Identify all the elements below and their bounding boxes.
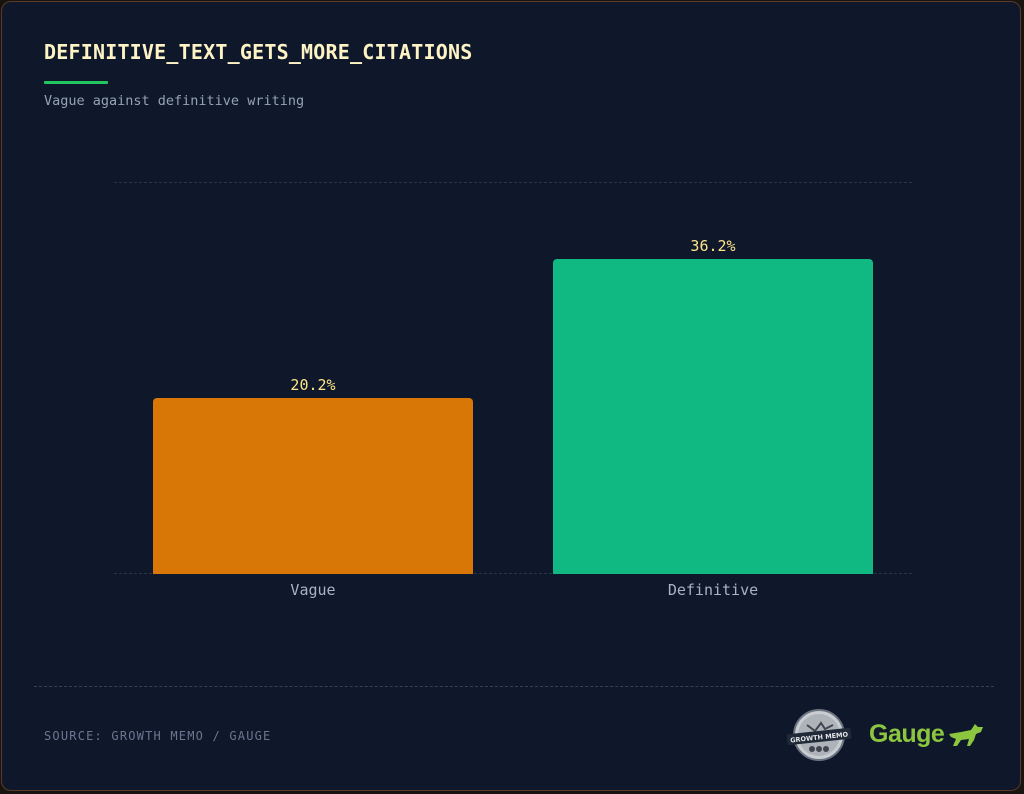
gauge-logo: Gauge <box>869 720 945 748</box>
chart-title: DEFINITIVE_TEXT_GETS_MORE_CITATIONS <box>44 40 473 64</box>
gauge-dog-icon <box>949 724 983 746</box>
bar-definitive <box>553 259 873 574</box>
bar-value-label: 36.2% <box>690 237 736 255</box>
source-note: SOURCE: GROWTH MEMO / GAUGE <box>44 729 272 743</box>
footer-divider <box>34 686 994 687</box>
gridline-top <box>114 182 912 183</box>
bar-vague <box>153 398 473 574</box>
category-label: Definitive <box>667 581 759 599</box>
gridline-baseline <box>114 573 912 574</box>
growth-memo-logo-icon: GROWTH MEMO <box>786 709 852 761</box>
bar-value-label: 20.2% <box>290 376 336 394</box>
category-label: Vague <box>290 581 336 599</box>
chart-subtitle: Vague against definitive writing <box>44 93 305 109</box>
title-accent-bar <box>44 81 108 84</box>
